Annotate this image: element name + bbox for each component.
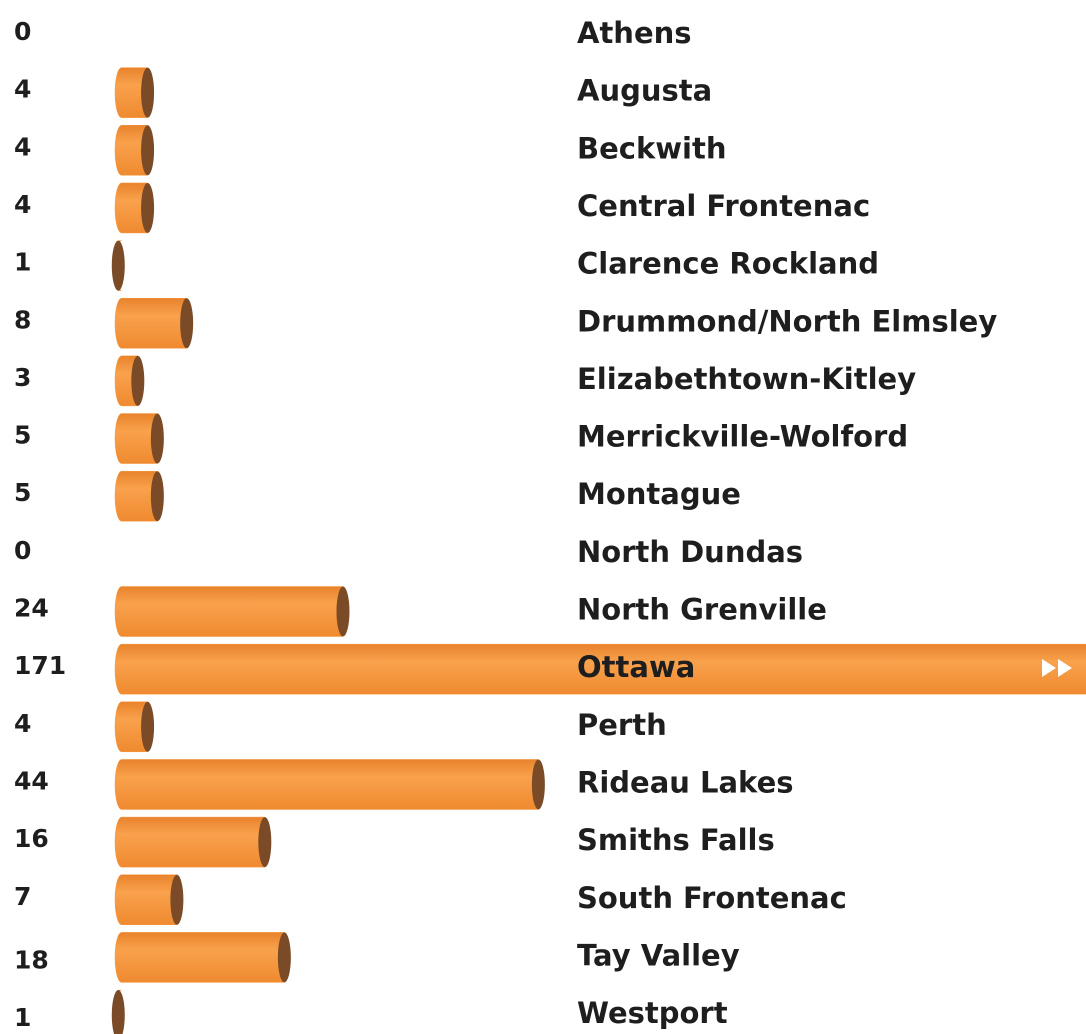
bar <box>114 759 545 810</box>
value-label: 1 <box>14 248 31 277</box>
bar-cap <box>531 759 545 810</box>
category-label: Augusta <box>577 74 712 108</box>
bar-cap <box>180 298 194 349</box>
bar <box>114 355 145 407</box>
category-label: Smiths Falls <box>577 823 775 857</box>
category-label: Westport <box>577 996 728 1030</box>
bar <box>114 67 155 118</box>
bar <box>114 701 155 753</box>
bar-cap <box>111 240 125 291</box>
bar-body <box>114 182 148 234</box>
bar-body <box>114 413 158 464</box>
value-label: 4 <box>14 132 31 161</box>
bar <box>114 643 1086 695</box>
bar-cap <box>141 67 155 118</box>
category-label: Beckwith <box>577 131 727 165</box>
bar-body <box>114 355 139 407</box>
bar-cap <box>141 182 155 233</box>
bar-cap <box>336 586 350 637</box>
bar <box>114 470 164 522</box>
bar <box>111 989 125 1034</box>
bar <box>114 932 291 983</box>
category-label: Rideau Lakes <box>577 765 794 799</box>
bar-body <box>114 932 285 983</box>
value-label: 3 <box>14 363 31 392</box>
value-label: 4 <box>14 75 31 104</box>
value-label: 7 <box>14 882 31 911</box>
bar-body <box>114 470 158 522</box>
bar-body <box>114 67 148 118</box>
bar <box>114 182 155 234</box>
value-label: 0 <box>14 536 31 565</box>
bar-body <box>114 759 539 810</box>
bar <box>111 240 125 291</box>
category-label: Athens <box>577 16 692 50</box>
bar <box>114 125 155 176</box>
bar-cap <box>141 701 155 752</box>
bar-body <box>114 586 344 637</box>
bar <box>114 413 164 464</box>
expand-icon[interactable] <box>1042 659 1072 677</box>
bar-body <box>114 701 148 753</box>
bar-cap <box>111 990 125 1034</box>
bar-cap <box>131 355 145 406</box>
bar-body <box>114 125 148 176</box>
bar-cap <box>258 817 272 868</box>
bar <box>114 816 272 868</box>
value-label: 1 <box>14 1003 31 1032</box>
value-label: 171 <box>14 651 66 680</box>
bar-cap <box>150 413 164 464</box>
category-label: North Dundas <box>577 535 803 569</box>
category-label: Central Frontenac <box>577 189 870 223</box>
bar <box>114 586 350 637</box>
bar-cap <box>277 932 291 983</box>
value-label: 16 <box>14 824 49 853</box>
bar-body <box>114 643 1086 695</box>
category-label: Ottawa <box>577 650 695 684</box>
category-label: Merrickville-Wolford <box>577 420 908 454</box>
category-label: South Frontenac <box>577 881 847 915</box>
bar-body <box>114 874 178 925</box>
value-label: 5 <box>14 478 31 507</box>
bars <box>111 67 1086 1034</box>
category-label: Drummond/North Elmsley <box>577 304 997 338</box>
bar-body <box>114 816 266 868</box>
category-label: North Grenville <box>577 593 827 627</box>
bar <box>114 874 184 925</box>
category-label: Clarence Rockland <box>577 247 879 281</box>
bar-cap <box>141 125 155 176</box>
value-label: 44 <box>14 766 49 795</box>
category-label: Perth <box>577 708 667 742</box>
bar-cap <box>170 874 184 925</box>
bar-body <box>114 298 187 349</box>
category-label: Montague <box>577 477 741 511</box>
bar-cap <box>150 471 164 522</box>
value-label: 8 <box>14 305 31 334</box>
labels: 0 Athens 4 Augusta 4 Beckwith 4 Central Fronten… <box>14 16 997 1032</box>
category-label: Elizabethtown-Kitley <box>577 362 916 396</box>
category-label: Tay Valley <box>577 938 740 972</box>
value-label: 5 <box>14 421 31 450</box>
value-label: 0 <box>14 17 31 46</box>
value-label: 4 <box>14 709 31 738</box>
value-label: 18 <box>14 945 49 974</box>
bar <box>114 298 194 349</box>
value-label: 24 <box>14 594 49 623</box>
value-label: 4 <box>14 190 31 219</box>
